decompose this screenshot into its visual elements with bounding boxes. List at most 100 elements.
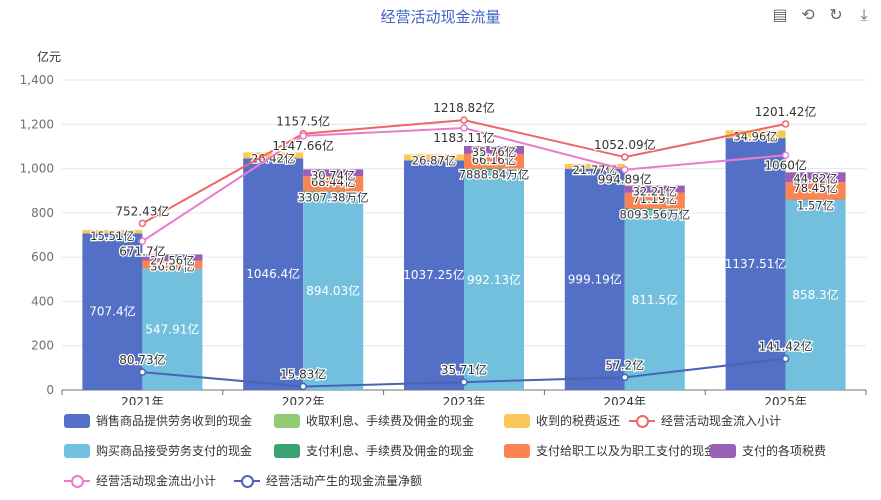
inflow-data-label: 999.19亿 [568, 271, 622, 286]
inflow-bar [725, 138, 786, 390]
outflow-bar [785, 172, 846, 183]
legend-item[interactable]: 经营活动现金流入小计 [629, 412, 781, 429]
outflow-bar [142, 260, 203, 269]
legend-label: 购买商品接受劳务支付的现金 [96, 444, 253, 458]
legend-item[interactable]: 销售商品提供劳务收到的现金 [64, 412, 252, 429]
line-data-label: 994.89亿 [598, 172, 652, 187]
line-data-label: 57.2亿 [605, 357, 644, 372]
restore-icon[interactable]: ⟲ [801, 5, 815, 24]
chart-svg: 0 200 400 600 800 1,000 1,200 1,400 2021年 2022年 20… [20, 73, 867, 405]
outflow-data-label: 858.3亿 [792, 287, 838, 302]
series-point [621, 373, 629, 382]
series-point [138, 237, 147, 246]
outflow-bar [142, 254, 203, 261]
outflow-data-label: 27.56亿 [150, 253, 194, 267]
legend-item[interactable]: 支付的各项税费 [710, 442, 826, 459]
outflow-bar [464, 168, 524, 171]
legend-item[interactable]: 经营活动产生的现金流量净额 [234, 472, 422, 489]
inflow-data-label: 707.4亿 [89, 304, 135, 319]
outflow-data-label: 32.21亿 [633, 185, 677, 199]
outflow-data-label: 8093.56万亿 [620, 208, 691, 222]
legend-item[interactable]: 经营活动现金流出小计 [64, 472, 216, 489]
inflow-bar [404, 160, 464, 390]
data-view-icon[interactable]: ▤ [772, 5, 788, 24]
outflow-bar [303, 169, 364, 177]
line-data-label: 1147.66亿 [272, 138, 334, 153]
line-data-label: 15.83亿 [280, 366, 326, 381]
outflow-bar [303, 192, 364, 390]
download-icon[interactable]: ⤓ [860, 5, 868, 24]
outflow-data-label: 547.91亿 [145, 321, 199, 336]
series-point [621, 165, 629, 174]
y-tick-label: 600 [31, 250, 54, 264]
line-data-label: 1060亿 [764, 157, 807, 172]
series-point [781, 120, 790, 128]
legend-item[interactable]: 收取利息、手续费及佣金的现金 [274, 412, 474, 429]
toolbox: ▤ ⟲ ↻ ⤓ [771, 6, 873, 24]
outflow-data-label: 3307.38万亿 [298, 190, 369, 204]
legend-label: 收到的税费返还 [536, 414, 621, 428]
series-point [299, 132, 307, 140]
legend-line-swatch [629, 414, 655, 428]
inflow-data-label: 1046.4亿 [246, 266, 300, 281]
outflow-bar [303, 191, 364, 193]
chart-title: 经营活动现金流量 [380, 8, 501, 26]
series-point [781, 151, 790, 160]
series-point [460, 124, 468, 132]
outflow-bar [624, 208, 685, 211]
outflow-data-label: 78.45亿 [793, 181, 837, 195]
outflow-bar [624, 185, 685, 193]
legend-label: 支付的各项税费 [742, 444, 827, 458]
legend-swatch [64, 443, 90, 458]
series-point [621, 153, 629, 161]
refresh-icon[interactable]: ↻ [829, 5, 843, 24]
inflow-data-label: 34.96亿 [733, 129, 777, 143]
outflow-data-label: 30.74亿 [311, 168, 355, 182]
outflow-bar [464, 170, 524, 390]
series-point [781, 354, 790, 363]
inflow-bar [564, 168, 625, 390]
series-point [299, 382, 307, 391]
y-tick-label: 1,400 [20, 73, 54, 87]
line-data-label: 80.73亿 [119, 352, 165, 367]
outflow-data-label: 66.16亿 [472, 153, 516, 167]
inflow-data-label: 15.51亿 [90, 229, 134, 243]
inflow-bar [82, 233, 143, 390]
outflow-data-label: 44.82亿 [793, 171, 837, 185]
legend-swatch [710, 443, 736, 458]
inflow-bar [564, 163, 625, 169]
inflow-data-label: 26.87亿 [412, 153, 456, 167]
outflow-bar [785, 199, 846, 201]
x-tick-label: 2023年 [443, 395, 486, 405]
legend-label: 经营活动现金流入小计 [661, 414, 782, 428]
y-tick-label: 0 [46, 383, 54, 397]
legend-item[interactable]: 购买商品接受劳务支付的现金 [64, 442, 252, 459]
series-point [460, 116, 468, 124]
x-tick-label: 2021年 [121, 395, 164, 405]
legend-item[interactable]: 支付利息、手续费及佣金的现金 [274, 442, 474, 459]
y-tick-label: 1,000 [20, 162, 54, 176]
x-tick-label: 2024年 [604, 395, 647, 405]
line-data-label: 671.7亿 [119, 243, 165, 258]
inflow-bar [243, 158, 304, 390]
legend-item[interactable]: 支付给职工以及为职工支付的现金 [504, 442, 716, 459]
legend-swatch [64, 413, 90, 428]
line-data-label: 1201.42亿 [755, 104, 817, 119]
line-data-label: 141.42亿 [759, 339, 813, 354]
line-data-label: 1052.09亿 [594, 137, 656, 152]
legend-swatch [274, 443, 300, 458]
outflow-data-label: 1.57亿 [797, 199, 834, 213]
legend-line-swatch [64, 474, 90, 488]
outflow-bar [142, 268, 203, 390]
series-point [138, 368, 147, 376]
line-data-label: 1218.82亿 [433, 100, 495, 115]
legend-item[interactable]: 收到的税费返还 [504, 412, 620, 429]
inflow-bar [82, 229, 143, 234]
outflow-bar [464, 153, 524, 169]
line-data-label: 35.71亿 [441, 362, 487, 377]
legend-label: 经营活动现金流出小计 [96, 474, 217, 488]
outflow-bar [785, 182, 846, 200]
outflow-data-label: 7888.84万亿 [459, 168, 530, 182]
outflow-data-label: 36.87亿 [150, 260, 194, 274]
y-axis-unit: 亿元 [37, 50, 62, 64]
